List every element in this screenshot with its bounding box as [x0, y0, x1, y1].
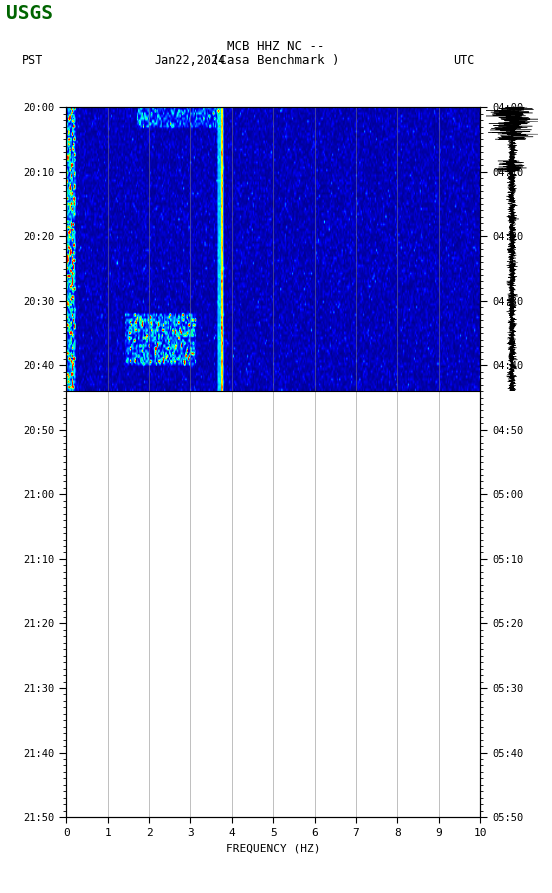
Text: MCB HHZ NC --: MCB HHZ NC --: [227, 40, 325, 54]
Text: UTC: UTC: [453, 54, 474, 67]
Text: (Casa Benchmark ): (Casa Benchmark ): [213, 54, 339, 67]
Text: Jan22,2024: Jan22,2024: [155, 54, 226, 67]
X-axis label: FREQUENCY (HZ): FREQUENCY (HZ): [226, 843, 321, 853]
Text: USGS: USGS: [6, 4, 52, 23]
Text: PST: PST: [22, 54, 44, 67]
